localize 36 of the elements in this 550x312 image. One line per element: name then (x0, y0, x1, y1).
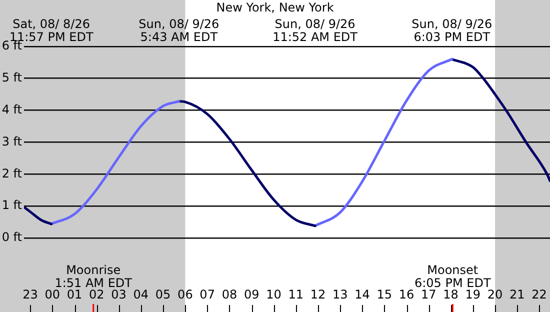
x-tick-label: 14 (354, 287, 370, 302)
x-tick-label: 05 (155, 287, 171, 302)
x-tick-label: 03 (111, 287, 126, 302)
y-tick-label: 0 ft (2, 230, 22, 244)
x-tick-label: 09 (244, 287, 260, 302)
x-tick-label: 23 (22, 287, 38, 302)
x-tick-label: 12 (310, 287, 326, 302)
x-tick-label: 22 (532, 287, 547, 302)
x-tick-label: 18 (443, 287, 458, 302)
x-tick-label: 10 (266, 287, 282, 302)
text: Sun, 08/ 9/26 11:52 AM EDT (272, 17, 358, 44)
x-tick-label: 19 (465, 287, 481, 302)
ref-line-label: Moonrise 1:51 AM EDT (54, 263, 133, 290)
y-tick-label: 4 ft (2, 102, 22, 116)
x-tick-label: 15 (376, 287, 392, 302)
y-tick-label: 2 ft (2, 166, 22, 180)
text: Sun, 08/ 9/26 5:43 AM EDT (138, 17, 220, 44)
y-tick-label: 5 ft (2, 70, 22, 84)
x-tick-label: 16 (398, 287, 414, 302)
y-tick-label: 3 ft (2, 134, 22, 148)
x-tick-label: 02 (89, 287, 104, 302)
x-tick-label: 07 (200, 287, 215, 302)
x-tick-label: 01 (66, 287, 82, 302)
x-tick-label: 04 (133, 287, 149, 302)
x-tick-label: 21 (510, 287, 525, 302)
x-tick-label: 08 (222, 287, 238, 302)
x-tick-label: 06 (178, 287, 193, 302)
text: Sun, 08/ 9/26 6:03 PM EDT (412, 17, 492, 44)
chart-title: New York, New York (216, 0, 334, 14)
x-tick-label: 17 (421, 287, 436, 302)
y-tick-label: 1 ft (2, 198, 22, 212)
x-tick-label: 00 (44, 287, 60, 302)
ref-line-label: Moonset 6:05 PM EDT (414, 263, 492, 290)
x-tick-label: 20 (487, 287, 503, 302)
x-tick-label: 13 (332, 287, 348, 302)
x-tick-label: 11 (288, 287, 304, 302)
